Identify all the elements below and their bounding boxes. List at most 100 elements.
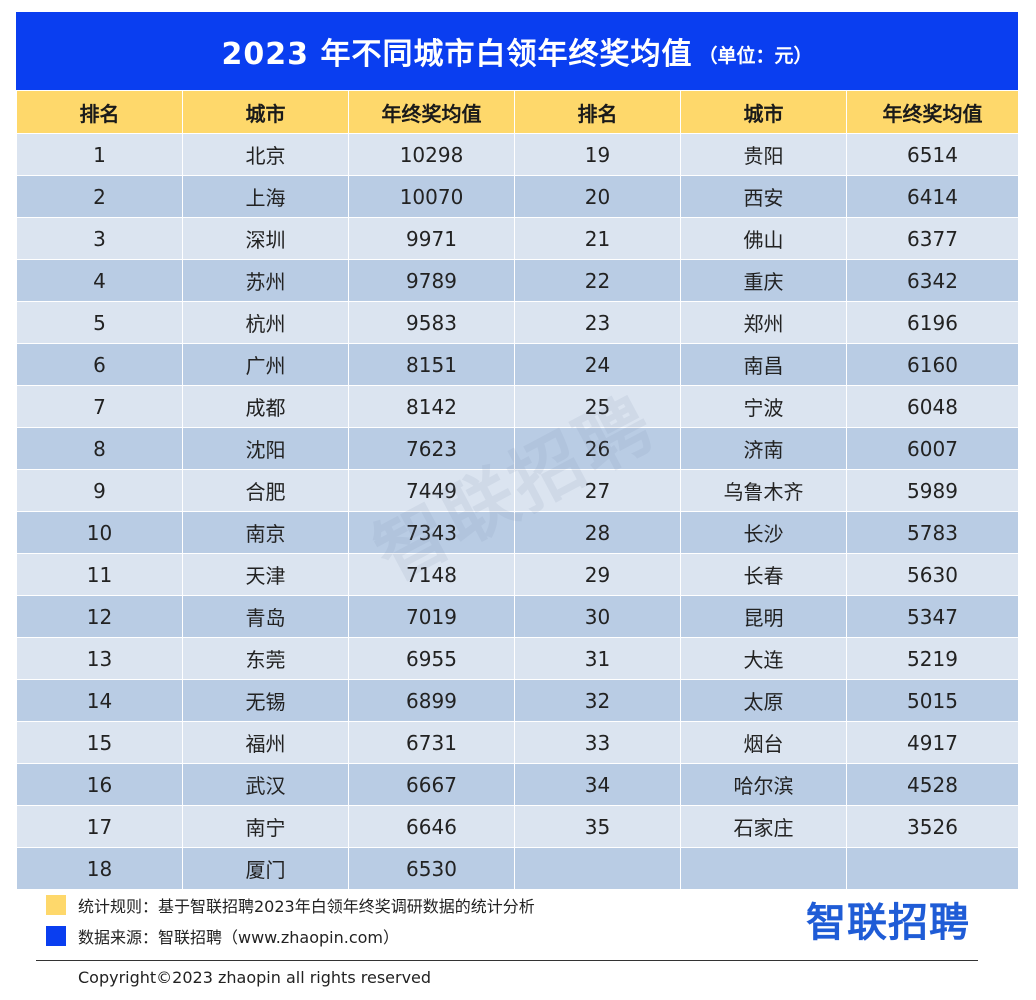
bonus-cell: 6414 bbox=[846, 175, 1019, 218]
rank-cell: 17 bbox=[16, 805, 183, 848]
header-city: 城市 bbox=[680, 90, 847, 134]
bonus-cell: 7148 bbox=[348, 553, 515, 596]
legend-source: 数据来源：智联招聘（www.zhaopin.com） bbox=[46, 924, 399, 948]
bonus-cell: 4917 bbox=[846, 721, 1019, 764]
bonus-cell: 8151 bbox=[348, 343, 515, 386]
table-row: 2 上海 10070 20 西安 6414 bbox=[16, 175, 1019, 218]
bonus-cell: 6048 bbox=[846, 385, 1019, 428]
city-cell: 西安 bbox=[680, 175, 847, 218]
rank-cell: 34 bbox=[514, 763, 681, 806]
copyright-text: Copyright©2023 zhaopin all rights reserv… bbox=[78, 968, 432, 987]
rank-cell: 3 bbox=[16, 217, 183, 260]
rank-cell: 22 bbox=[514, 259, 681, 302]
table-row: 7 成都 8142 25 宁波 6048 bbox=[16, 385, 1019, 428]
city-cell: 石家庄 bbox=[680, 805, 847, 848]
table-row: 17 南宁 6646 35 石家庄 3526 bbox=[16, 805, 1019, 848]
city-cell: 合肥 bbox=[182, 469, 349, 512]
city-cell: 乌鲁木齐 bbox=[680, 469, 847, 512]
bonus-cell: 8142 bbox=[348, 385, 515, 428]
table-row: 1 北京 10298 19 贵阳 6514 bbox=[16, 133, 1019, 176]
city-cell: 上海 bbox=[182, 175, 349, 218]
city-cell: 济南 bbox=[680, 427, 847, 470]
header-bonus: 年终奖均值 bbox=[348, 90, 515, 134]
bonus-cell: 10298 bbox=[348, 133, 515, 176]
bonus-cell: 6514 bbox=[846, 133, 1019, 176]
rank-cell: 26 bbox=[514, 427, 681, 470]
rank-cell: 11 bbox=[16, 553, 183, 596]
rank-cell: 29 bbox=[514, 553, 681, 596]
bonus-cell: 5015 bbox=[846, 679, 1019, 722]
rank-cell: 23 bbox=[514, 301, 681, 344]
table-header-row: 排名 城市 年终奖均值 排名 城市 年终奖均值 bbox=[16, 90, 1019, 134]
yellow-swatch bbox=[46, 895, 66, 915]
rank-cell: 21 bbox=[514, 217, 681, 260]
rank-cell: 28 bbox=[514, 511, 681, 554]
rank-cell: 2 bbox=[16, 175, 183, 218]
rank-cell: 8 bbox=[16, 427, 183, 470]
city-cell: 深圳 bbox=[182, 217, 349, 260]
bonus-cell: 7343 bbox=[348, 511, 515, 554]
rank-cell: 7 bbox=[16, 385, 183, 428]
city-cell: 武汉 bbox=[182, 763, 349, 806]
city-cell: 北京 bbox=[182, 133, 349, 176]
city-cell bbox=[680, 847, 847, 890]
table-row: 8 沈阳 7623 26 济南 6007 bbox=[16, 427, 1019, 470]
city-cell: 哈尔滨 bbox=[680, 763, 847, 806]
bonus-cell: 6899 bbox=[348, 679, 515, 722]
rank-cell: 31 bbox=[514, 637, 681, 680]
city-cell: 昆明 bbox=[680, 595, 847, 638]
rank-cell: 33 bbox=[514, 721, 681, 764]
rank-cell: 30 bbox=[514, 595, 681, 638]
rank-cell: 32 bbox=[514, 679, 681, 722]
rank-cell: 10 bbox=[16, 511, 183, 554]
table-row: 13 东莞 6955 31 大连 5219 bbox=[16, 637, 1019, 680]
table-row: 12 青岛 7019 30 昆明 5347 bbox=[16, 595, 1019, 638]
city-cell: 烟台 bbox=[680, 721, 847, 764]
rank-cell: 18 bbox=[16, 847, 183, 890]
table-row: 4 苏州 9789 22 重庆 6342 bbox=[16, 259, 1019, 302]
rank-cell bbox=[514, 847, 681, 890]
rank-cell: 12 bbox=[16, 595, 183, 638]
rank-cell: 24 bbox=[514, 343, 681, 386]
bonus-cell: 4528 bbox=[846, 763, 1019, 806]
rank-cell: 14 bbox=[16, 679, 183, 722]
bonus-cell: 9583 bbox=[348, 301, 515, 344]
bonus-table: 排名 城市 年终奖均值 排名 城市 年终奖均值 1 北京 10298 19 贵阳 6514… bbox=[16, 90, 1019, 890]
rank-cell: 6 bbox=[16, 343, 183, 386]
legend-rule-text: 统计规则：基于智联招聘2023年白领年终奖调研数据的统计分析 bbox=[78, 897, 535, 916]
bonus-cell: 6342 bbox=[846, 259, 1019, 302]
rank-cell: 27 bbox=[514, 469, 681, 512]
zhaopin-logo: 智联招聘 bbox=[806, 900, 970, 946]
legend-source-text: 数据来源：智联招聘（www.zhaopin.com） bbox=[78, 928, 400, 947]
city-cell: 杭州 bbox=[182, 301, 349, 344]
city-cell: 沈阳 bbox=[182, 427, 349, 470]
blue-swatch bbox=[46, 926, 66, 946]
header-rank: 排名 bbox=[514, 90, 681, 134]
title-banner: 2023 年不同城市白领年终奖均值 （单位：元） bbox=[16, 12, 1018, 90]
bonus-cell: 7623 bbox=[348, 427, 515, 470]
rank-cell: 20 bbox=[514, 175, 681, 218]
city-cell: 宁波 bbox=[680, 385, 847, 428]
table-row: 16 武汉 6667 34 哈尔滨 4528 bbox=[16, 763, 1019, 806]
bonus-cell: 6646 bbox=[348, 805, 515, 848]
bonus-cell: 7449 bbox=[348, 469, 515, 512]
table-row: 3 深圳 9971 21 佛山 6377 bbox=[16, 217, 1019, 260]
bonus-cell: 5989 bbox=[846, 469, 1019, 512]
table-row: 9 合肥 7449 27 乌鲁木齐 5989 bbox=[16, 469, 1019, 512]
bonus-cell: 6160 bbox=[846, 343, 1019, 386]
city-cell: 厦门 bbox=[182, 847, 349, 890]
city-cell: 南京 bbox=[182, 511, 349, 554]
city-cell: 苏州 bbox=[182, 259, 349, 302]
bonus-cell: 7019 bbox=[348, 595, 515, 638]
bonus-cell: 6530 bbox=[348, 847, 515, 890]
rank-cell: 19 bbox=[514, 133, 681, 176]
rank-cell: 15 bbox=[16, 721, 183, 764]
city-cell: 福州 bbox=[182, 721, 349, 764]
bonus-cell: 6196 bbox=[846, 301, 1019, 344]
city-cell: 南宁 bbox=[182, 805, 349, 848]
city-cell: 长春 bbox=[680, 553, 847, 596]
city-cell: 郑州 bbox=[680, 301, 847, 344]
rank-cell: 13 bbox=[16, 637, 183, 680]
rank-cell: 5 bbox=[16, 301, 183, 344]
table-row: 10 南京 7343 28 长沙 5783 bbox=[16, 511, 1019, 554]
